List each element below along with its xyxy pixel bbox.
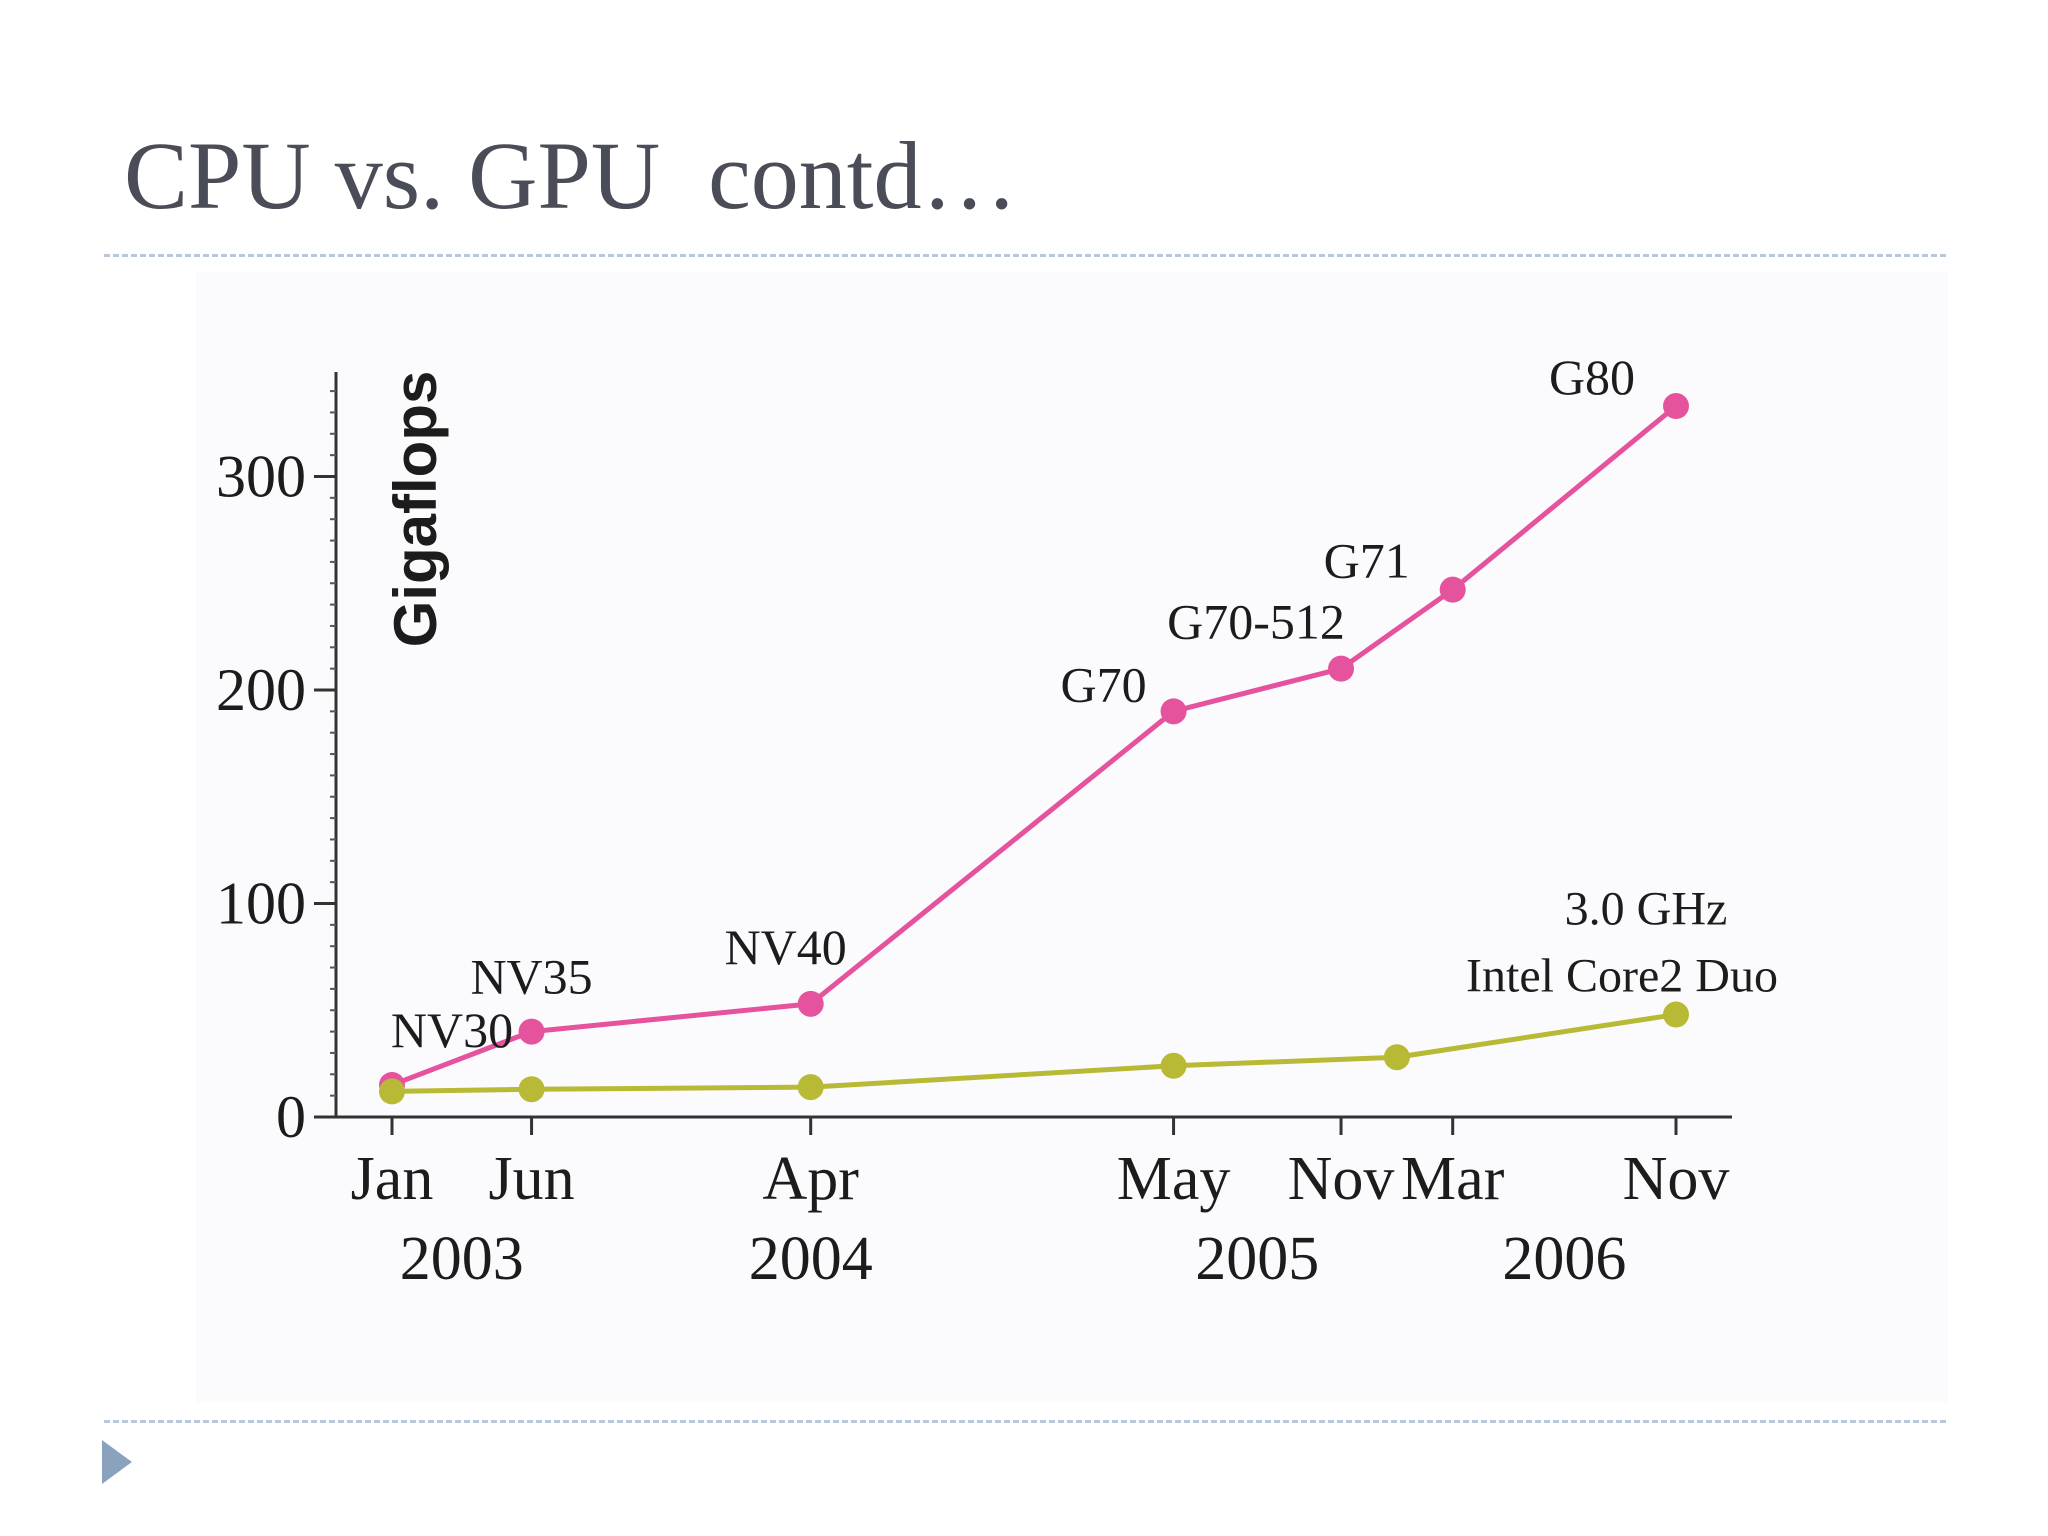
gpu-point bbox=[1328, 655, 1355, 682]
y-tick-label: 100 bbox=[216, 871, 306, 937]
cpu-point bbox=[1160, 1052, 1187, 1079]
x-year-label: 2006 bbox=[1502, 1225, 1626, 1293]
cpu-point bbox=[518, 1076, 545, 1103]
point-label: NV30 bbox=[391, 1002, 513, 1058]
cpu-point bbox=[1663, 1001, 1689, 1028]
gpu-point bbox=[1439, 576, 1466, 603]
cpu-annotation-line1: 3.0 GHz bbox=[1565, 883, 1728, 936]
x-tick-label: Nov bbox=[1623, 1145, 1730, 1213]
footer-divider bbox=[104, 1420, 1946, 1423]
point-label: G71 bbox=[1324, 533, 1410, 589]
x-tick-label: May bbox=[1117, 1145, 1231, 1213]
x-year-label: 2004 bbox=[749, 1225, 873, 1293]
cpu-series-line bbox=[391, 1012, 1677, 1094]
slide-title: CPU vs. GPU contd… bbox=[124, 122, 1018, 229]
triangle-bullet-icon bbox=[102, 1440, 132, 1484]
x-tick-label: Nov bbox=[1288, 1145, 1395, 1213]
gpu-point bbox=[518, 1018, 545, 1045]
chart-panel: 0 100 200 300 Gigaflops Jan Jun Apr May Nov Mar Nov… bbox=[196, 272, 1948, 1402]
title-divider bbox=[104, 254, 1946, 257]
x-tick-label: Mar bbox=[1401, 1145, 1505, 1213]
cpu-point bbox=[379, 1078, 405, 1105]
point-label: G70-512 bbox=[1167, 594, 1345, 650]
y-tick-label: 300 bbox=[216, 444, 306, 510]
x-tick-label: Apr bbox=[762, 1145, 859, 1213]
x-tick-label: Jan bbox=[351, 1145, 434, 1213]
point-label: G80 bbox=[1549, 349, 1635, 405]
y-tick-label: 0 bbox=[276, 1084, 306, 1150]
cpu-point bbox=[1383, 1044, 1410, 1071]
cpu-point bbox=[797, 1074, 824, 1101]
gpu-point bbox=[1663, 393, 1689, 420]
cpu-annotation-line2: Intel Core2 Duo bbox=[1466, 950, 1778, 1003]
x-year-label: 2003 bbox=[400, 1225, 524, 1293]
y-axis-title: Gigaflops bbox=[382, 371, 449, 648]
gpu-point bbox=[797, 990, 824, 1017]
gpu-point bbox=[1160, 698, 1187, 725]
point-label: G70 bbox=[1061, 656, 1147, 712]
x-tick-label: Jun bbox=[488, 1145, 574, 1213]
y-tick-label: 200 bbox=[216, 657, 306, 723]
x-year-label: 2005 bbox=[1195, 1225, 1319, 1293]
point-label: NV35 bbox=[470, 949, 592, 1005]
point-label: NV40 bbox=[725, 919, 847, 975]
